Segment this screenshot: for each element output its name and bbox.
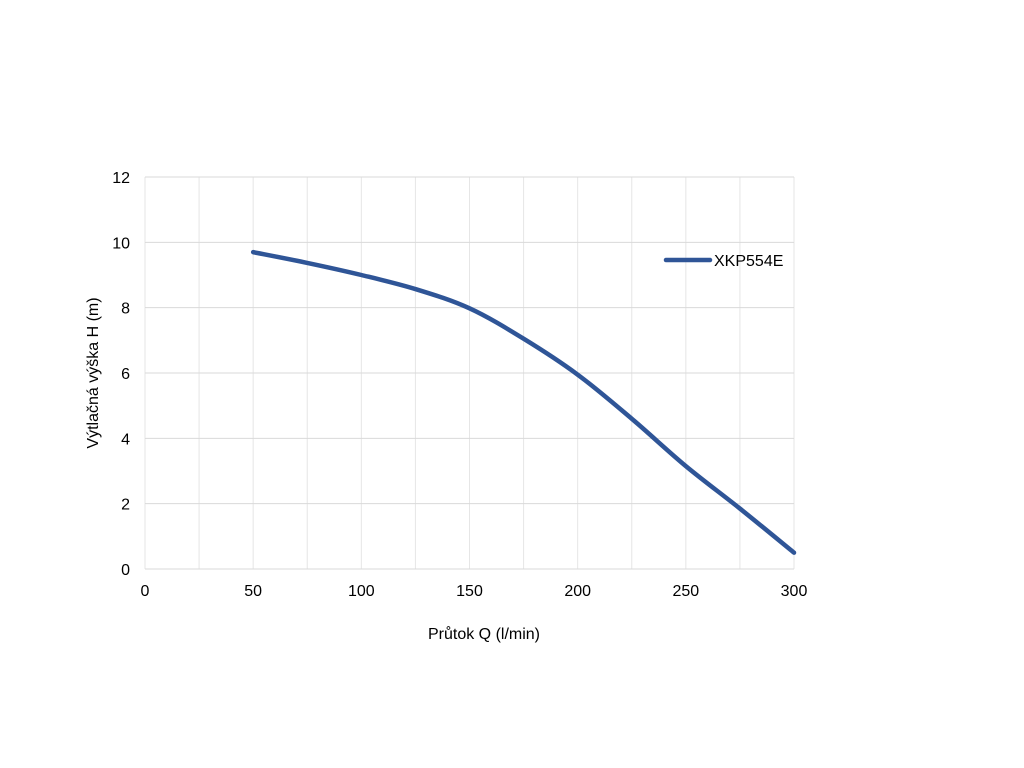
x-tick-label: 150 xyxy=(456,583,483,600)
x-tick-label: 200 xyxy=(564,583,591,600)
series-line-xkp554e xyxy=(250,249,797,555)
y-tick-label: 0 xyxy=(121,562,130,579)
y-tick-label: 4 xyxy=(121,431,130,448)
x-tick-label: 100 xyxy=(348,583,375,600)
y-tick-label: 2 xyxy=(121,497,130,514)
x-axis-title: Průtok Q (l/min) xyxy=(428,625,540,643)
x-tick-label: 50 xyxy=(244,583,262,600)
x-tick-label: 300 xyxy=(781,583,808,600)
y-tick-label: 10 xyxy=(112,235,130,252)
x-axis-ticks: 0 50 100 150 200 250 300 xyxy=(141,583,808,600)
legend-label-xkp554e: XKP554E xyxy=(714,253,783,270)
y-tick-label: 12 xyxy=(112,170,130,187)
y-tick-label: 6 xyxy=(121,366,130,383)
x-tick-label: 250 xyxy=(672,583,699,600)
y-axis-title: Výtlačná výška H (m) xyxy=(85,297,102,448)
series-layer xyxy=(250,249,797,555)
y-axis-ticks: 0 2 4 6 8 10 12 xyxy=(112,170,130,579)
x-tick-label: 0 xyxy=(141,583,150,600)
grid xyxy=(144,176,795,570)
legend: XKP554E xyxy=(663,253,783,270)
y-tick-label: 8 xyxy=(121,301,130,318)
